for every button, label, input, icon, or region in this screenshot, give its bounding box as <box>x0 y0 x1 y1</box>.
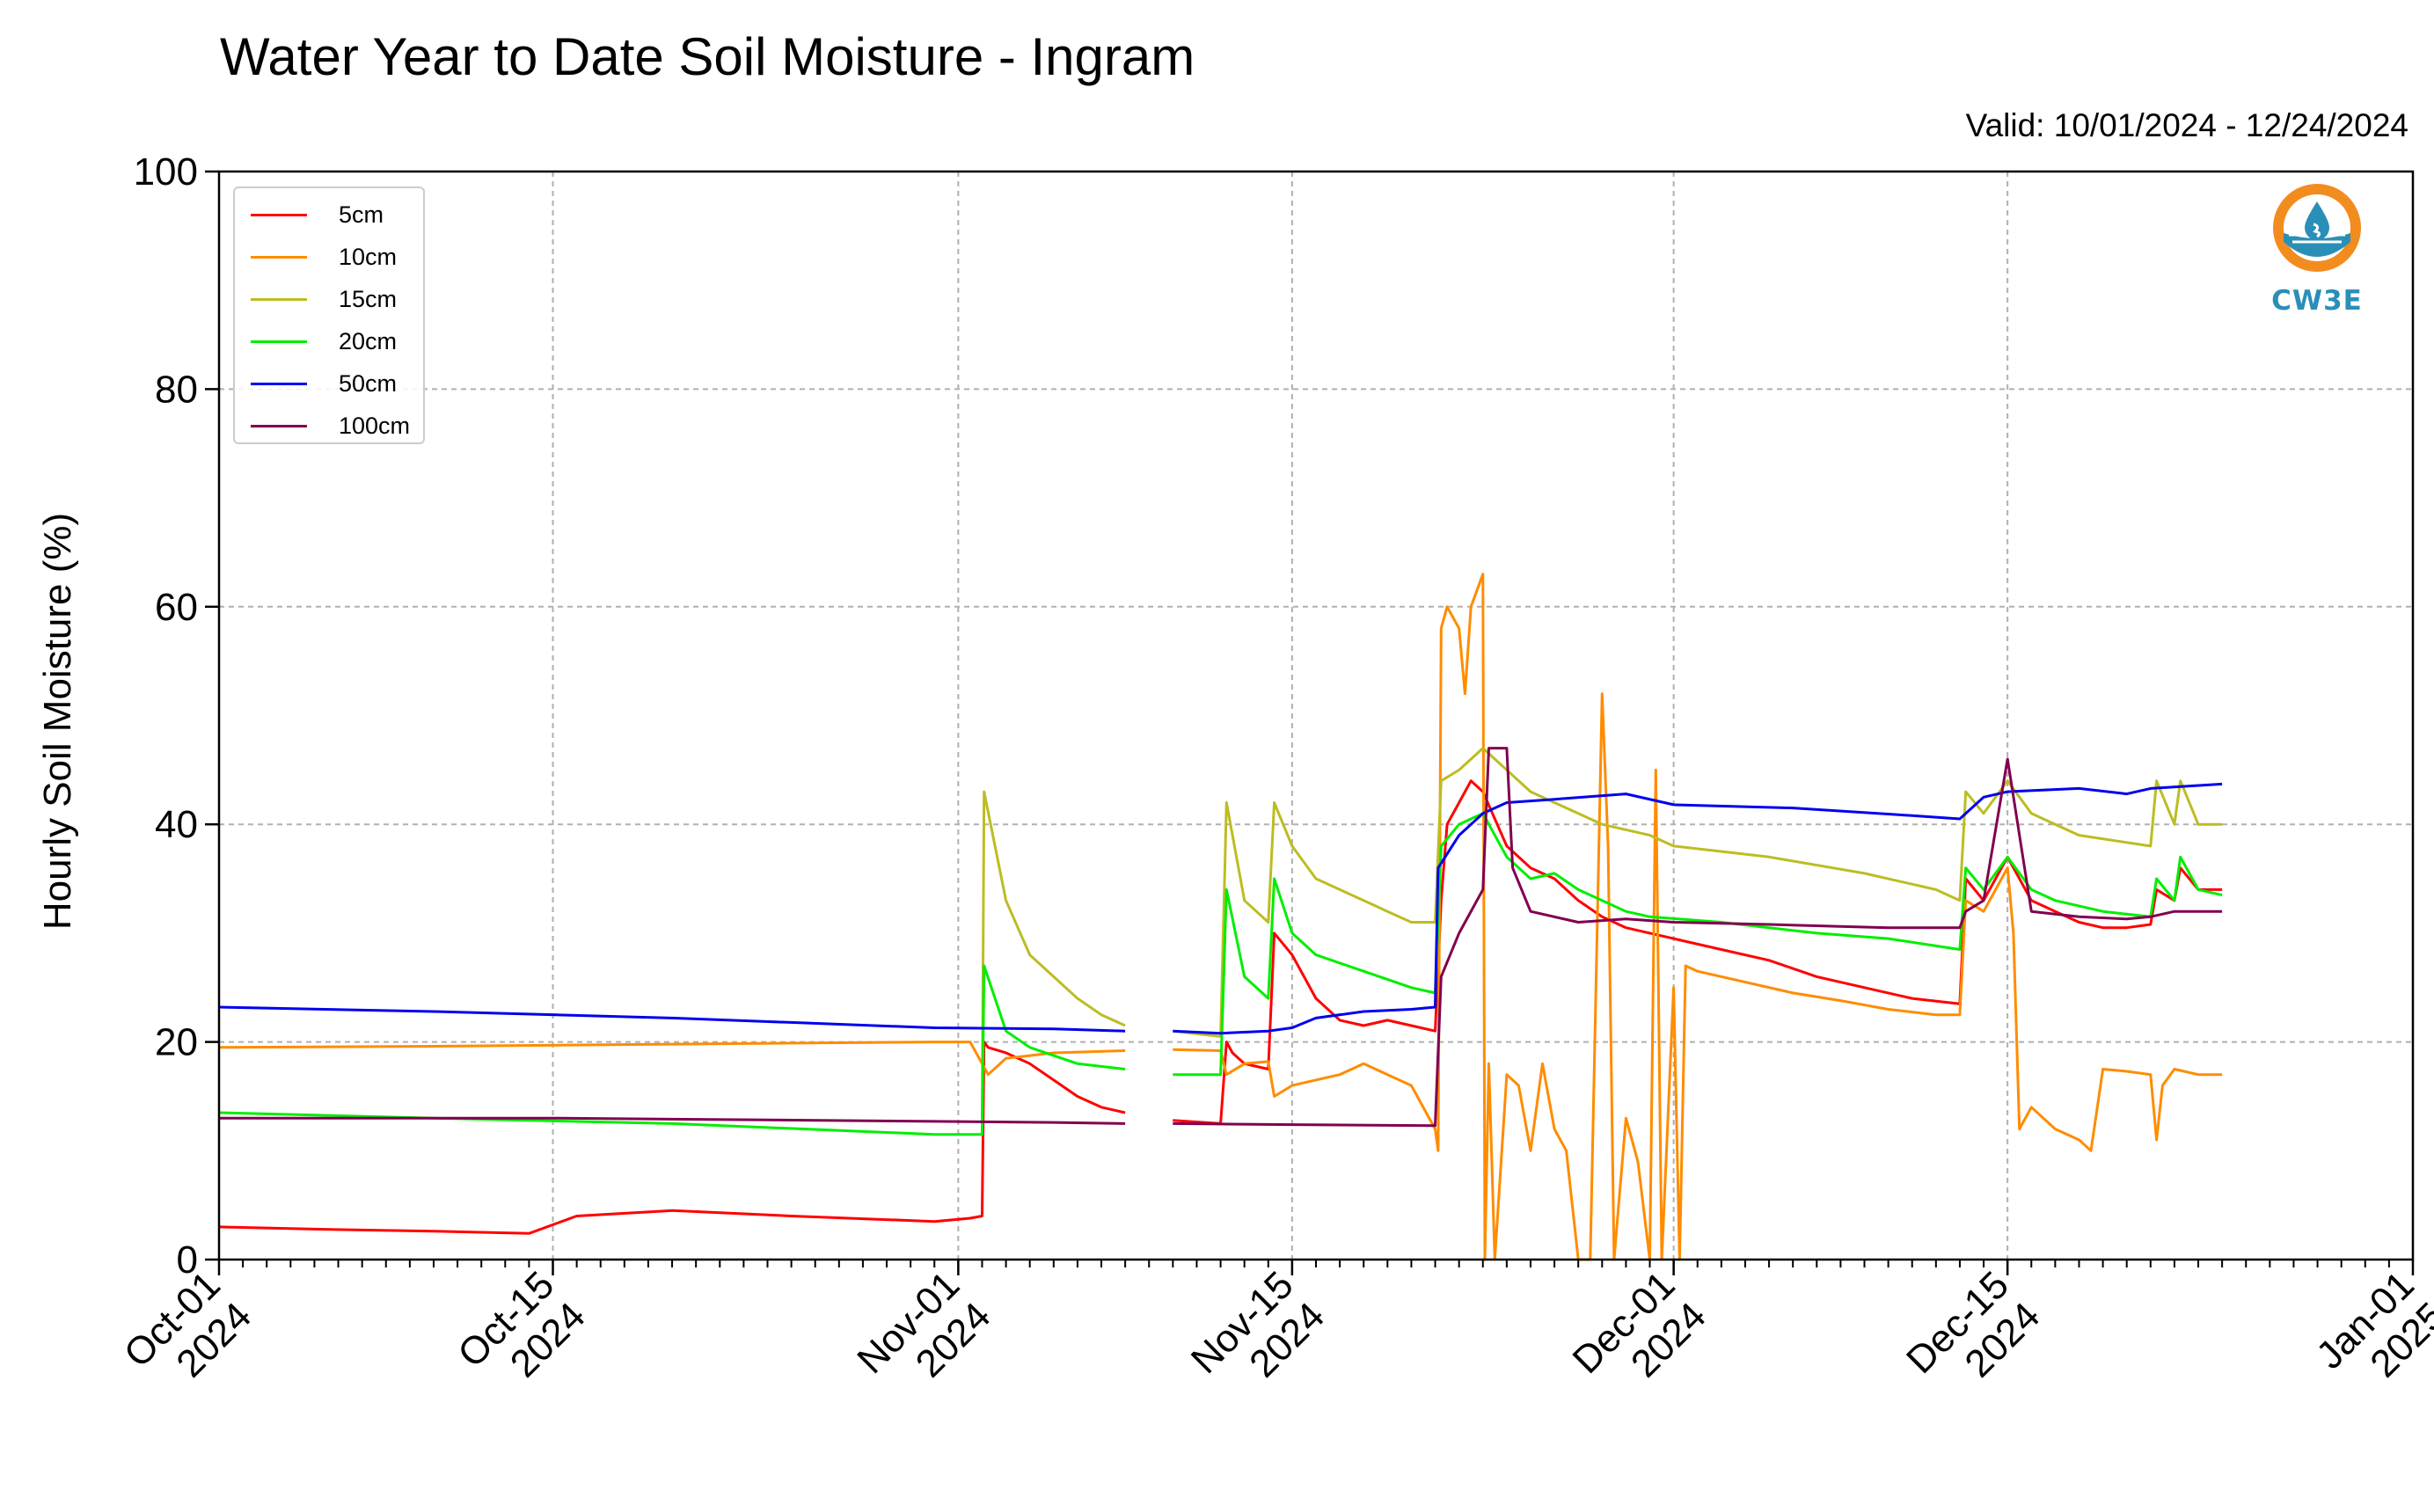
legend-item: 20cm <box>251 324 397 359</box>
legend-swatch <box>251 255 307 259</box>
legend-label: 50cm <box>339 369 398 397</box>
chart-subtitle: Valid: 10/01/2024 - 12/24/2024 <box>1965 107 2408 143</box>
series-line-5cm <box>218 779 2223 1235</box>
series-layer <box>218 573 2223 1261</box>
logo-text: CW3E <box>2271 285 2363 317</box>
y-tick-label: 60 <box>155 586 198 629</box>
plot-frame <box>217 170 2415 1261</box>
series-line-10cm <box>218 573 2223 1261</box>
cw3e-logo: CW3E <box>2270 180 2365 317</box>
legend: 5cm 10cm 15cm 20cm 50cm 100cm <box>233 186 425 444</box>
y-tick-label: 100 <box>134 150 198 194</box>
series-line-15cm <box>981 747 2223 1119</box>
legend-label: 15cm <box>339 285 398 312</box>
legend-swatch <box>251 424 307 427</box>
legend-label: 5cm <box>339 201 384 228</box>
legend-item: 50cm <box>251 366 397 401</box>
y-tick-label: 80 <box>155 368 198 411</box>
legend-swatch <box>251 382 307 385</box>
legend-label: 10cm <box>339 243 398 270</box>
legend-label: 20cm <box>339 327 398 354</box>
series-line-50cm <box>218 782 2223 1035</box>
legend-label: 100cm <box>339 412 411 439</box>
legend-swatch <box>251 297 307 301</box>
y-tick-label: 20 <box>155 1021 198 1064</box>
chart-title: Water Year to Date Soil Moisture - Ingra… <box>220 27 1195 86</box>
legend-swatch <box>251 213 307 216</box>
legend-item: 100cm <box>251 408 410 443</box>
y-tick-label: 0 <box>177 1238 198 1282</box>
y-axis-label: Hourly Soil Moisture (%) <box>36 512 79 931</box>
y-tick-label: 40 <box>155 803 198 846</box>
series-line-20cm <box>218 812 2223 1136</box>
grid <box>218 171 2414 1260</box>
series-line-100cm <box>219 747 2223 1128</box>
legend-swatch <box>251 340 307 343</box>
legend-item: 5cm <box>251 197 384 232</box>
legend-item: 15cm <box>251 281 397 317</box>
legend-item: 10cm <box>251 239 397 274</box>
cw3e-logo-icon <box>2273 184 2361 272</box>
